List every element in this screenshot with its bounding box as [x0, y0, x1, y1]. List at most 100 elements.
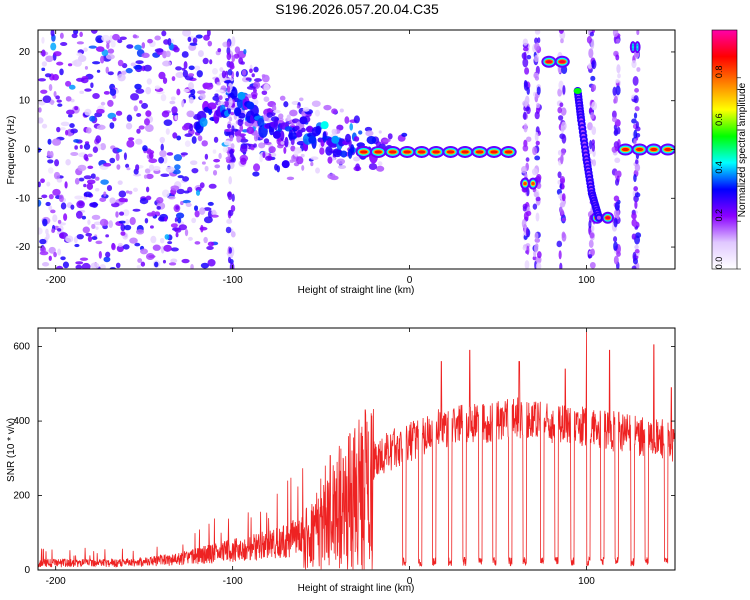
- spectrogram-noise-blob: [164, 217, 168, 222]
- spectrogram-noise-blob: [60, 42, 68, 47]
- spectrogram-stripe-blob: [611, 116, 618, 123]
- spectrogram-noise-blob: [55, 95, 60, 100]
- spectrogram-stripe-blob: [532, 256, 537, 261]
- spectrogram-noise-blob: [85, 232, 93, 237]
- snr-line: [37, 331, 676, 570]
- spectrogram-noise-blob: [89, 202, 97, 208]
- spectrogram-x-tick-label: 0: [407, 275, 413, 286]
- spectrogram-noise-blob: [128, 190, 133, 195]
- spectrogram-noise-blob: [57, 228, 62, 232]
- spectrogram-stripe-blob: [556, 240, 563, 248]
- spectrogram-noise-blob: [65, 96, 72, 102]
- spectrogram-noise-blob: [212, 149, 217, 154]
- spectrogram-noise-blob: [213, 158, 221, 163]
- spectrogram-stripe-blob: [634, 248, 640, 254]
- spectrogram-stripe-blob: [534, 155, 541, 161]
- spectrogram-noise-blob: [135, 229, 145, 235]
- spectrogram-noise-blob: [327, 173, 336, 180]
- spectrogram-tone-core: [374, 150, 382, 154]
- spectrogram-noise-blob: [74, 177, 80, 185]
- spectrogram-noise-blob: [38, 107, 42, 113]
- spectrogram-noise-blob: [156, 206, 161, 210]
- spectrogram-noise-blob: [83, 47, 88, 52]
- spectrogram-noise-blob: [171, 76, 176, 82]
- spectrogram-noise-blob: [76, 41, 84, 45]
- spectrogram-noise-blob: [270, 152, 277, 158]
- spectrogram-hotspot: [299, 116, 308, 125]
- spectrogram-stripe-blob: [535, 174, 542, 182]
- spectrogram-noise-blob: [56, 99, 62, 103]
- spectrogram-stripe-blob: [557, 171, 562, 179]
- spectrogram-noise-blob: [290, 145, 296, 152]
- spectrogram-noise-blob: [134, 83, 142, 90]
- spectrogram-noise-blob: [103, 162, 112, 167]
- colorbar: 0.0 0.2 0.4 0.6 0.8 Normalized spectral ampl…: [711, 29, 748, 270]
- spectrogram-stripe-blob: [229, 148, 234, 157]
- spectrogram-stripe-blob: [560, 107, 567, 116]
- spectrogram-noise-blob: [53, 251, 57, 258]
- spectrogram-tone-core: [545, 60, 553, 64]
- spectrogram-stripe-blob: [535, 140, 540, 146]
- spectrogram-noise-blob: [176, 88, 181, 96]
- spectrogram-stripe-blob: [614, 157, 621, 163]
- spectrogram-noise-blob: [162, 77, 168, 84]
- spectrogram-ridge-blob: [353, 136, 360, 142]
- spectrogram-noise-blob: [118, 197, 127, 203]
- spectrogram-ridge-blob: [294, 125, 300, 131]
- spectrogram-noise-blob: [164, 234, 170, 240]
- snr-y-tick-label: 400: [13, 416, 30, 427]
- spectrogram-noise-blob: [59, 68, 64, 76]
- spectrogram-stripe-blob: [534, 37, 539, 44]
- spectrogram-stripe-blob: [226, 85, 231, 93]
- spectrogram-stripe-blob: [535, 262, 542, 269]
- spectrogram-noise-blob: [274, 163, 279, 171]
- spectrogram-noise-blob: [38, 78, 46, 82]
- spectrogram-noise-blob: [135, 164, 140, 171]
- spectrogram-stripe-blob: [534, 131, 539, 142]
- spectrogram-noise-blob: [199, 182, 205, 189]
- spectrogram-noise-blob: [38, 147, 42, 153]
- spectrogram-noise-blob: [201, 140, 208, 147]
- spectrogram-hotspot: [237, 91, 246, 100]
- spectrogram-noise-blob: [41, 36, 45, 44]
- spectrogram-noise-blob: [105, 66, 110, 74]
- spectrogram-noise-blob: [76, 233, 84, 240]
- spectrogram-noise-blob: [239, 138, 249, 143]
- spectrogram-noise-blob: [47, 138, 52, 145]
- spectrogram-plot-area: [38, 30, 675, 269]
- spectrogram-stripe-blob: [526, 86, 530, 95]
- spectrogram-noise-blob: [171, 106, 178, 115]
- spectrogram-noise-blob: [92, 146, 98, 154]
- spectrogram-noise-blob: [44, 73, 52, 78]
- spectrogram-stripe-blob: [228, 97, 233, 107]
- spectrogram-noise-blob: [161, 110, 170, 118]
- spectrogram-noise-blob: [211, 209, 217, 216]
- spectrogram-noise-blob: [191, 168, 199, 174]
- spectrogram-noise-blob: [48, 205, 53, 211]
- spectrogram-noise-blob: [185, 202, 192, 207]
- spectrogram-noise-blob: [293, 149, 299, 157]
- spectrogram-tone-core: [523, 182, 527, 186]
- spectrogram-stripe-blob: [523, 51, 527, 61]
- spectrogram-stripe-blob: [633, 220, 637, 228]
- spectrogram-noise-blob: [203, 207, 212, 211]
- spectrogram-noise-blob: [73, 139, 80, 143]
- colorbar-tick-label: 0.4: [714, 161, 724, 174]
- spectrogram-noise-blob: [115, 262, 121, 269]
- spectrogram-stripe-blob: [636, 67, 641, 72]
- spectrogram-noise-blob: [59, 127, 66, 131]
- spectrogram-noise-blob: [188, 82, 195, 90]
- spectrogram-noise-blob: [39, 238, 47, 245]
- spectrogram-noise-blob: [69, 123, 75, 128]
- spectrogram-noise-blob: [212, 68, 218, 75]
- spectrogram-noise-blob: [236, 134, 242, 143]
- spectrogram-noise-blob: [133, 64, 143, 70]
- spectrogram-noise-blob: [56, 61, 64, 66]
- spectrogram-noise-blob: [251, 73, 255, 78]
- spectrogram-noise-blob: [170, 258, 178, 264]
- spectrogram-noise-blob: [135, 88, 145, 94]
- spectrogram-noise-blob: [194, 210, 200, 218]
- spectrogram-tone-core: [403, 150, 411, 154]
- spectrogram-noise-blob: [187, 73, 195, 77]
- spectrogram-noise-blob: [137, 258, 143, 263]
